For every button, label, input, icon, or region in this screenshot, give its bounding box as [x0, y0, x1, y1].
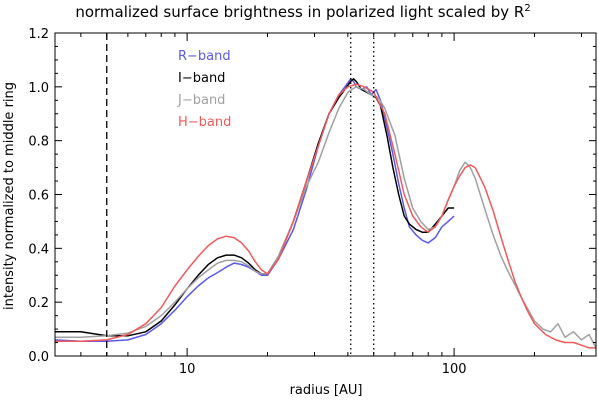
chart-title-superscript: 2	[524, 3, 530, 14]
y-axis-ticks: 0.0 0.2 0.4 0.6 0.8 1.0 1.2	[28, 27, 596, 365]
legend: R−band I−band J−band H−band	[177, 49, 231, 130]
series-line-1	[54, 78, 455, 342]
reference-lines	[106, 33, 375, 356]
chart-title-main: normalized surface brightness in polariz…	[75, 3, 524, 21]
plot-lines	[54, 78, 597, 349]
legend-entry-1: R−band	[178, 49, 231, 64]
legend-entry-2: I−band	[178, 71, 225, 86]
y-tick-label: 0.4	[28, 242, 49, 257]
y-tick-label: 0.8	[28, 135, 49, 150]
chart-title: normalized surface brightness in polariz…	[75, 3, 530, 21]
y-axis-label: intensity normalized to middle ring	[2, 82, 17, 310]
x-axis-ticks: 10 100	[80, 33, 582, 377]
plot-frame	[54, 32, 597, 357]
y-tick-label: 0.0	[28, 350, 49, 365]
series-line-4	[55, 83, 596, 349]
y-tick-label: 0.6	[28, 189, 49, 204]
legend-entry-3: J−band	[177, 93, 225, 108]
series-line-2	[55, 78, 455, 337]
y-tick-label: 1.0	[28, 81, 49, 96]
y-tick-label: 0.2	[28, 296, 49, 311]
x-tick-label: 10	[179, 362, 196, 377]
legend-entry-4: H−band	[178, 115, 231, 130]
x-tick-label: 100	[442, 362, 467, 377]
y-tick-label: 1.2	[28, 27, 49, 42]
x-axis-label: radius [AU]	[290, 383, 363, 398]
